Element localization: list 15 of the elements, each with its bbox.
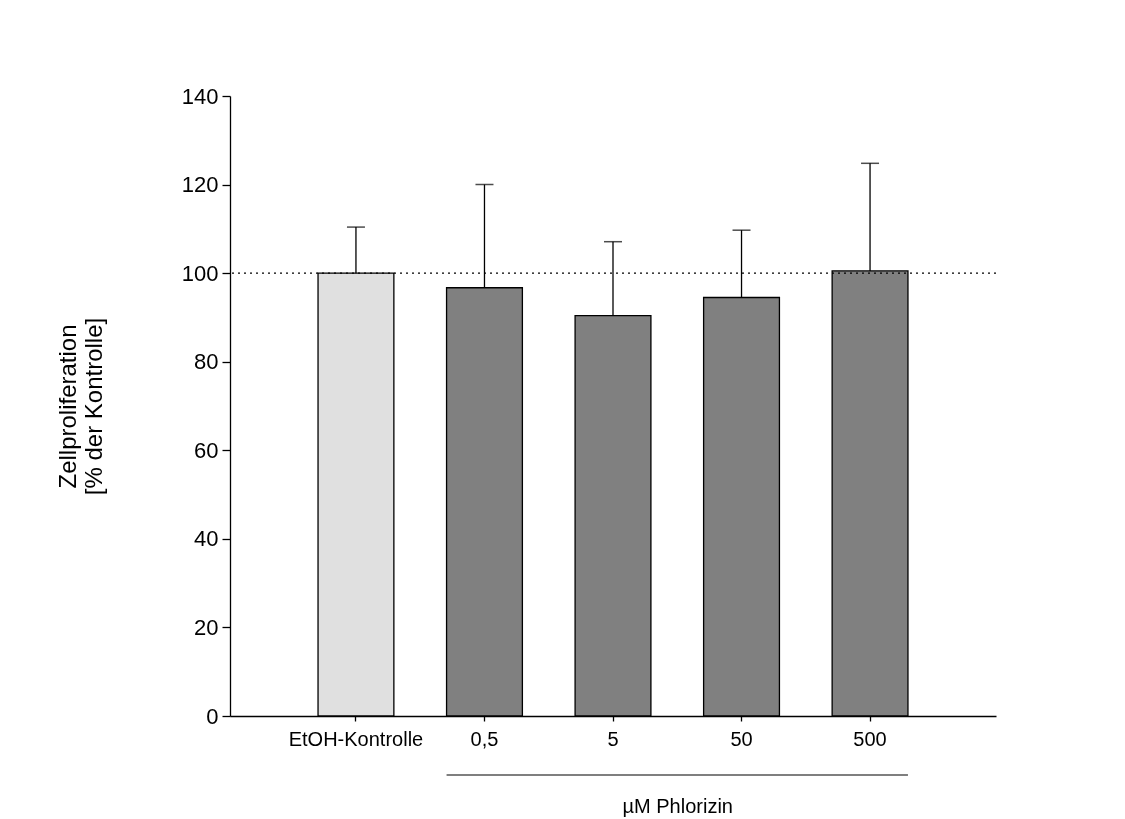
- x-axis-title: µM Phlorizin: [622, 794, 733, 817]
- x-tick-label: 500: [853, 727, 887, 750]
- y-tick-label: 100: [181, 260, 219, 286]
- y-tick-label: 60: [194, 437, 219, 463]
- y-tick-label: 20: [194, 614, 219, 640]
- y-tick-label: 0: [206, 703, 219, 729]
- x-tick-label: 0,5: [470, 727, 499, 750]
- y-tick-label: 120: [181, 172, 219, 198]
- x-tick-label: EtOH-Kontrolle: [288, 727, 424, 750]
- y-tick-label: 80: [194, 349, 219, 375]
- y-axis-title: Zellproliferation [% der Kontrolle]: [53, 317, 107, 496]
- y-tick-label: 40: [194, 526, 219, 552]
- y-tick-label: 140: [181, 83, 219, 109]
- x-tick-label: 50: [730, 727, 753, 750]
- x-tick-label: 5: [607, 727, 619, 750]
